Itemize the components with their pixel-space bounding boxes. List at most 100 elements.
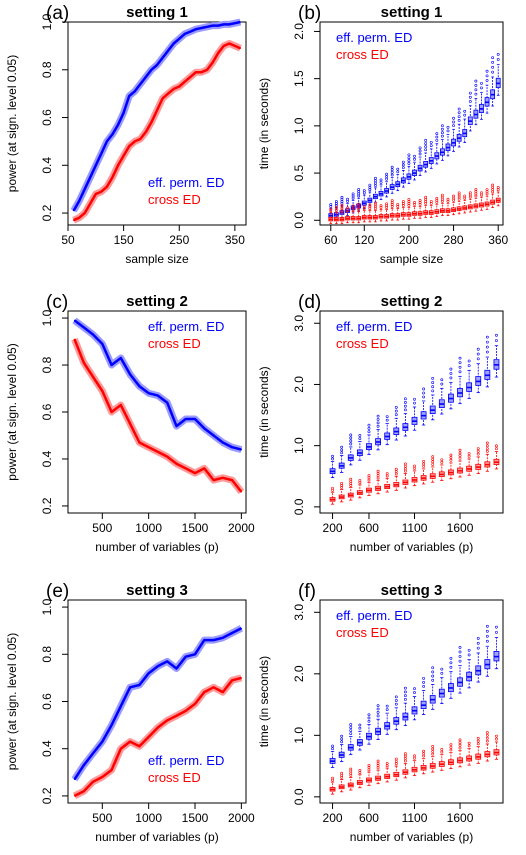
- outlier-point: [407, 153, 411, 157]
- data-point: [175, 667, 178, 670]
- data-point: [83, 326, 85, 329]
- data-point: [138, 441, 140, 444]
- outlier-point: [376, 714, 380, 718]
- x-tick-label: 2000: [228, 811, 255, 825]
- data-point: [223, 45, 225, 47]
- data-point: [203, 427, 205, 430]
- outlier-point: [329, 203, 333, 206]
- outlier-point: [367, 423, 371, 427]
- outlier-point: [458, 361, 462, 365]
- panel-label: (a): [46, 3, 69, 24]
- outlier-point: [485, 345, 489, 349]
- chart-title: setting 2: [126, 293, 188, 310]
- outlier-point: [458, 370, 462, 374]
- x-tick-label: 350: [225, 233, 245, 247]
- x-axis-label: number of variables (p): [95, 830, 218, 844]
- data-point: [203, 691, 205, 693]
- outlier-point: [431, 381, 435, 384]
- x-tick-label: 500: [92, 811, 112, 825]
- outlier-point: [407, 159, 411, 162]
- data-point: [231, 679, 233, 681]
- data-point: [156, 109, 158, 111]
- outlier-point: [374, 203, 377, 207]
- panel-3: setting 2 (d) number of variables (p) time …: [257, 292, 504, 554]
- plot-frame: [319, 599, 504, 804]
- x-tick-label: 60: [324, 233, 338, 247]
- data-point: [139, 83, 141, 85]
- outlier-point: [431, 389, 435, 393]
- outlier-point: [385, 415, 389, 419]
- outlier-point: [474, 88, 478, 92]
- panel-label: (d): [298, 292, 321, 313]
- x-axis-label: number of variables (p): [95, 540, 218, 554]
- data-point: [228, 42, 230, 45]
- outlier-point: [476, 739, 480, 743]
- data-point: [157, 451, 159, 453]
- outlier-point: [485, 74, 489, 78]
- outlier-point: [413, 157, 416, 161]
- x-axis-label: number of variables (p): [350, 830, 473, 844]
- y-tick-label: 0.4: [40, 450, 54, 467]
- outlier-point: [385, 762, 389, 765]
- data-point: [129, 423, 131, 425]
- data-point: [73, 338, 76, 340]
- data-point: [166, 402, 168, 404]
- outlier-point: [385, 708, 389, 712]
- data-point: [72, 210, 75, 212]
- data-point: [156, 64, 158, 66]
- outlier-point: [458, 448, 462, 452]
- outlier-point: [331, 454, 334, 458]
- outlier-point: [474, 188, 478, 191]
- x-axis-label: sample size: [380, 252, 444, 266]
- panel-label: (c): [46, 292, 68, 313]
- outlier-point: [480, 191, 483, 195]
- outlier-point: [422, 462, 426, 466]
- outlier-point: [374, 181, 377, 185]
- outlier-point: [390, 170, 394, 174]
- outlier-point: [413, 691, 416, 694]
- data-point: [101, 776, 103, 778]
- outlier-point: [485, 444, 489, 448]
- data-point: [194, 472, 196, 474]
- outlier-point: [358, 726, 362, 730]
- outlier-point: [403, 757, 407, 760]
- data-point: [173, 42, 175, 45]
- data-point: [166, 660, 168, 662]
- outlier-point: [401, 166, 405, 170]
- outlier-point: [385, 764, 389, 768]
- outlier-point: [340, 451, 344, 455]
- data-point: [166, 456, 168, 458]
- data-point: [83, 790, 85, 792]
- outlier-point: [458, 655, 462, 658]
- outlier-point: [394, 467, 398, 471]
- outlier-point: [340, 734, 344, 738]
- outlier-point: [458, 451, 462, 455]
- x-tick-label: 600: [359, 811, 379, 825]
- y-tick-label: 0.0: [292, 498, 306, 515]
- data-point: [222, 477, 224, 479]
- outlier-point: [435, 138, 439, 142]
- data-point: [212, 639, 215, 641]
- outlier-point: [431, 455, 435, 459]
- outlier-point: [407, 156, 411, 160]
- outlier-point: [424, 138, 428, 142]
- x-tick-label: 500: [92, 521, 112, 535]
- outlier-point: [357, 188, 361, 191]
- data-point: [231, 446, 233, 448]
- x-tick-label: 200: [323, 521, 343, 535]
- outlier-point: [480, 81, 483, 85]
- outlier-point: [485, 190, 489, 194]
- data-point: [239, 47, 242, 49]
- x-tick-label: 250: [169, 233, 189, 247]
- data-point: [161, 97, 164, 100]
- outlier-point: [491, 188, 495, 191]
- outlier-point: [476, 736, 480, 740]
- y-tick-label: 0.8: [40, 646, 54, 663]
- outlier-point: [467, 741, 471, 745]
- x-tick-label: 2000: [228, 521, 255, 535]
- legend-entry: cross ED: [148, 770, 201, 785]
- outlier-point: [396, 170, 400, 174]
- outlier-point: [367, 713, 371, 717]
- outlier-point: [367, 427, 371, 430]
